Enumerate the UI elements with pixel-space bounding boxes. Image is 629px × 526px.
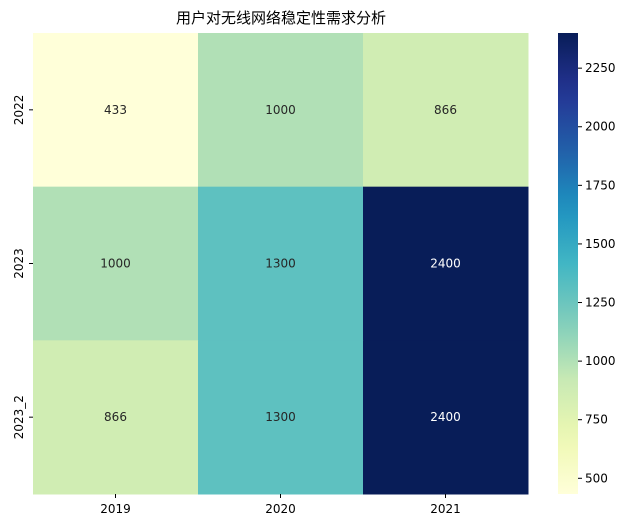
heatmap-cell — [198, 33, 364, 188]
y-tick-label: 2023_2 — [12, 395, 26, 439]
cell-value-label: 1300 — [265, 257, 296, 271]
x-tick-label: 2021 — [430, 502, 461, 516]
heatmap-cell — [363, 340, 529, 495]
colorbar-tick-label: 750 — [585, 413, 608, 427]
heatmap-cell — [33, 186, 199, 341]
x-tick-label: 2020 — [265, 502, 296, 516]
colorbar: 500 750 1000 1250 1500 1750 2000 2250 — [558, 33, 616, 494]
chart-title: 用户对无线网络稳定性需求分析 — [176, 9, 386, 27]
cell-value-label: 866 — [104, 410, 127, 424]
colorbar-tick-label: 1500 — [585, 237, 616, 251]
colorbar-tick-label: 1000 — [585, 354, 616, 368]
y-tick-label: 2022 — [12, 95, 26, 126]
cell-value-label: 1000 — [265, 103, 296, 117]
heatmap-cell — [33, 33, 199, 188]
cell-value-label: 1000 — [100, 257, 131, 271]
cell-value-label: 866 — [434, 103, 457, 117]
colorbar-tick-label: 2250 — [585, 61, 616, 75]
cell-value-label: 2400 — [430, 257, 461, 271]
heatmap-cells: 433 1000 866 1000 1300 2400 866 1300 2400 — [33, 33, 529, 495]
y-tick-label: 2023 — [12, 248, 26, 279]
heatmap-cell — [33, 340, 199, 495]
colorbar-tick-label: 1250 — [585, 296, 616, 310]
colorbar-tick-label: 2000 — [585, 120, 616, 134]
cell-value-label: 2400 — [430, 410, 461, 424]
heatmap-cell — [363, 33, 529, 188]
colorbar-gradient — [558, 33, 578, 494]
cell-value-label: 433 — [104, 103, 127, 117]
y-axis: 2022 2023 2023_2 — [12, 95, 33, 439]
heatmap-cell — [198, 186, 364, 341]
heatmap-cell — [363, 186, 529, 341]
colorbar-tick-label: 500 — [585, 471, 608, 485]
cell-value-label: 1300 — [265, 410, 296, 424]
heatmap-cell — [198, 340, 364, 495]
x-tick-label: 2019 — [100, 502, 131, 516]
colorbar-tick-label: 1750 — [585, 178, 616, 192]
x-axis: 2019 2020 2021 — [100, 494, 461, 516]
